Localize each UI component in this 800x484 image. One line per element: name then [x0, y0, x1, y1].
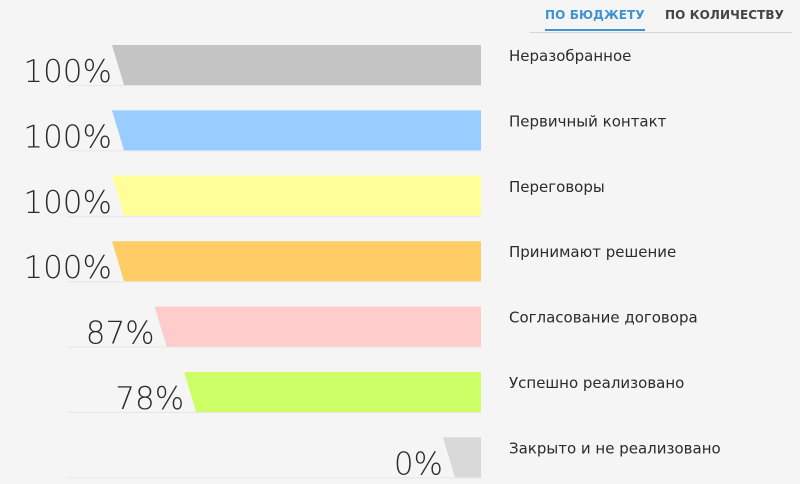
stage-label: Переговоры: [509, 178, 605, 196]
bar-value-label: 0%: [394, 446, 443, 482]
bar-value-label: 78%: [115, 381, 184, 417]
stage-label: Неразобранное: [509, 47, 631, 65]
bar-value-label: 100%: [23, 119, 112, 155]
funnel-bar[interactable]: [112, 175, 481, 216]
bar-value-label: 87%: [86, 316, 155, 352]
funnel-bar[interactable]: [112, 241, 481, 282]
bar-value-label: 100%: [23, 185, 112, 221]
bar-value-label: 100%: [23, 250, 112, 286]
stage-label: Первичный контакт: [509, 112, 667, 130]
tab-by-budget[interactable]: ПО БЮДЖЕТУ: [545, 8, 645, 31]
funnel-bar[interactable]: [184, 372, 481, 412]
stage-label: Принимают решение: [509, 243, 676, 261]
tab-by-quantity[interactable]: ПО КОЛИЧЕСТВУ: [665, 8, 785, 22]
stage-label: Закрыто и не реализовано: [509, 439, 721, 457]
funnel-bar[interactable]: [154, 306, 481, 347]
stage-label: Согласование договора: [509, 309, 698, 327]
funnel-bar[interactable]: [112, 45, 481, 85]
stage-label: Успешно реализовано: [509, 374, 684, 392]
funnel-bar[interactable]: [443, 437, 481, 478]
tab-bar: ПО БЮДЖЕТУ ПО КОЛИЧЕСТВУ: [530, 0, 792, 33]
funnel-bar[interactable]: [112, 110, 481, 151]
bar-value-label: 100%: [23, 54, 112, 90]
